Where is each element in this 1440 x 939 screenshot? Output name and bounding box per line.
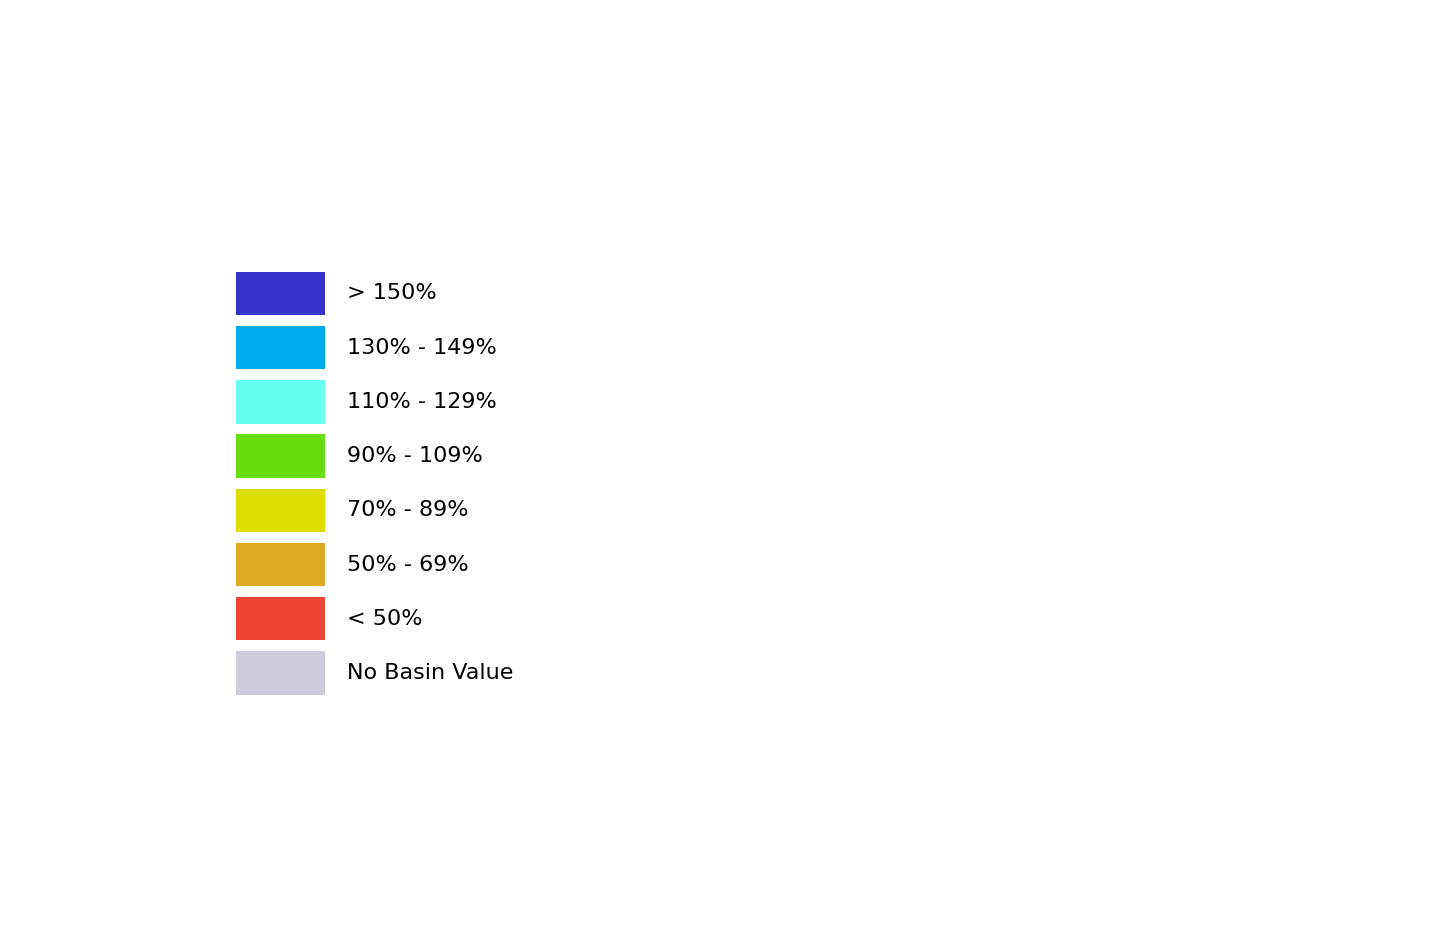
FancyBboxPatch shape	[236, 488, 325, 532]
Text: No Basin Value: No Basin Value	[347, 663, 514, 683]
FancyBboxPatch shape	[236, 543, 325, 586]
FancyBboxPatch shape	[236, 326, 325, 369]
FancyBboxPatch shape	[236, 435, 325, 478]
Text: 110% - 129%: 110% - 129%	[347, 392, 497, 412]
Text: 70% - 89%: 70% - 89%	[347, 500, 469, 520]
FancyBboxPatch shape	[236, 597, 325, 640]
FancyBboxPatch shape	[236, 652, 325, 695]
FancyBboxPatch shape	[236, 380, 325, 423]
Text: < 50%: < 50%	[347, 608, 423, 629]
Text: 50% - 69%: 50% - 69%	[347, 555, 469, 575]
Text: 90% - 109%: 90% - 109%	[347, 446, 484, 466]
Text: > 150%: > 150%	[347, 284, 436, 303]
FancyBboxPatch shape	[236, 271, 325, 316]
Text: 130% - 149%: 130% - 149%	[347, 338, 497, 358]
